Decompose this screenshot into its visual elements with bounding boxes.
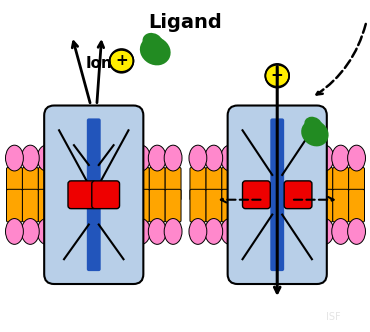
FancyBboxPatch shape [333,189,349,222]
Ellipse shape [21,145,39,171]
Ellipse shape [6,218,23,244]
FancyBboxPatch shape [7,167,22,200]
Text: Ligand: Ligand [148,13,222,32]
Ellipse shape [189,145,207,171]
Ellipse shape [110,50,134,72]
FancyBboxPatch shape [317,189,333,222]
Ellipse shape [301,120,329,146]
Text: +: + [115,53,128,68]
FancyBboxPatch shape [134,167,149,200]
FancyBboxPatch shape [22,189,38,222]
FancyBboxPatch shape [134,189,149,222]
Ellipse shape [332,218,350,244]
FancyBboxPatch shape [317,167,333,200]
FancyBboxPatch shape [349,189,364,222]
FancyBboxPatch shape [165,189,181,222]
Text: ISF: ISF [326,312,341,322]
FancyBboxPatch shape [149,167,165,200]
Ellipse shape [132,218,150,244]
FancyBboxPatch shape [206,167,222,200]
Text: Ion: Ion [85,56,112,71]
Ellipse shape [348,145,366,171]
Ellipse shape [348,218,366,244]
Ellipse shape [265,65,289,87]
Ellipse shape [221,218,239,244]
Ellipse shape [332,145,350,171]
Ellipse shape [37,218,55,244]
Ellipse shape [189,218,207,244]
Ellipse shape [205,218,223,244]
Ellipse shape [316,218,334,244]
Ellipse shape [140,37,171,65]
FancyBboxPatch shape [190,189,206,222]
FancyBboxPatch shape [190,167,206,200]
Text: +: + [271,68,283,83]
FancyBboxPatch shape [92,181,120,208]
FancyBboxPatch shape [284,181,312,208]
FancyBboxPatch shape [222,189,238,222]
Ellipse shape [148,218,166,244]
FancyBboxPatch shape [68,181,96,208]
Ellipse shape [205,145,223,171]
FancyBboxPatch shape [22,167,38,200]
Ellipse shape [304,117,323,134]
Ellipse shape [6,145,23,171]
FancyBboxPatch shape [87,119,101,271]
Ellipse shape [316,145,334,171]
FancyBboxPatch shape [222,167,238,200]
FancyBboxPatch shape [333,167,349,200]
FancyBboxPatch shape [7,189,22,222]
FancyBboxPatch shape [242,181,270,208]
FancyBboxPatch shape [349,167,364,200]
Ellipse shape [148,145,166,171]
FancyBboxPatch shape [149,189,165,222]
Ellipse shape [221,145,239,171]
Ellipse shape [142,33,164,52]
Ellipse shape [21,218,39,244]
Ellipse shape [164,218,182,244]
FancyBboxPatch shape [44,106,143,284]
Ellipse shape [164,145,182,171]
Ellipse shape [37,145,55,171]
FancyBboxPatch shape [165,167,181,200]
FancyBboxPatch shape [38,189,54,222]
FancyBboxPatch shape [38,167,54,200]
FancyBboxPatch shape [228,106,327,284]
FancyBboxPatch shape [270,119,284,271]
Ellipse shape [132,145,150,171]
FancyBboxPatch shape [206,189,222,222]
